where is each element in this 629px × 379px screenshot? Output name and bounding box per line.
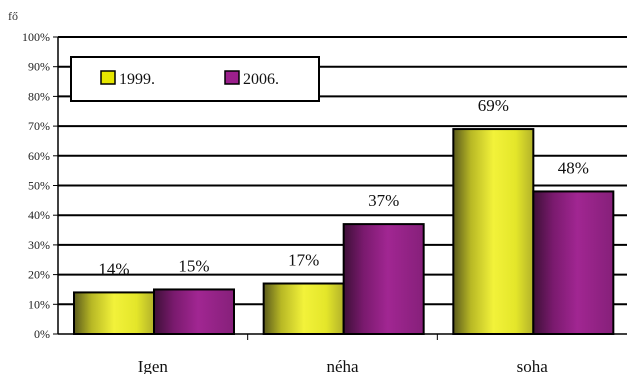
data-label: 69%	[478, 96, 509, 115]
y-tick-label: 80%	[28, 89, 50, 103]
unit-label: fő	[8, 9, 18, 23]
legend-label-1999: 1999.	[119, 71, 155, 88]
y-tick-label: 90%	[28, 60, 50, 74]
bar	[342, 223, 425, 335]
x-tick-label: soha	[517, 357, 549, 374]
y-tick-label: 70%	[28, 119, 50, 133]
bar	[452, 128, 535, 335]
legend-label-2006: 2006.	[243, 71, 279, 88]
legend: 1999. 2006.	[70, 56, 320, 102]
data-label: 17%	[288, 251, 319, 270]
y-tick-label: 20%	[28, 268, 50, 282]
y-tick-label: 100%	[22, 30, 50, 44]
legend-swatch-1999	[100, 70, 116, 85]
data-label: 37%	[368, 191, 399, 210]
y-tick-label: 60%	[28, 149, 50, 163]
bar	[73, 291, 155, 336]
data-label: 15%	[178, 256, 209, 275]
bar	[262, 282, 345, 336]
y-tick-label: 0%	[34, 327, 50, 341]
bar	[532, 190, 615, 335]
x-tick-label: néha	[326, 357, 359, 374]
y-tick-label: 40%	[28, 208, 50, 222]
bar	[153, 288, 235, 336]
y-tick-label: 10%	[28, 297, 50, 311]
data-label: 48%	[558, 158, 589, 177]
x-tick-label: Igen	[138, 357, 169, 374]
data-label: 14%	[98, 259, 129, 278]
legend-swatch-2006	[224, 70, 240, 85]
y-tick-label: 50%	[28, 179, 50, 193]
y-tick-label: 30%	[28, 238, 50, 252]
